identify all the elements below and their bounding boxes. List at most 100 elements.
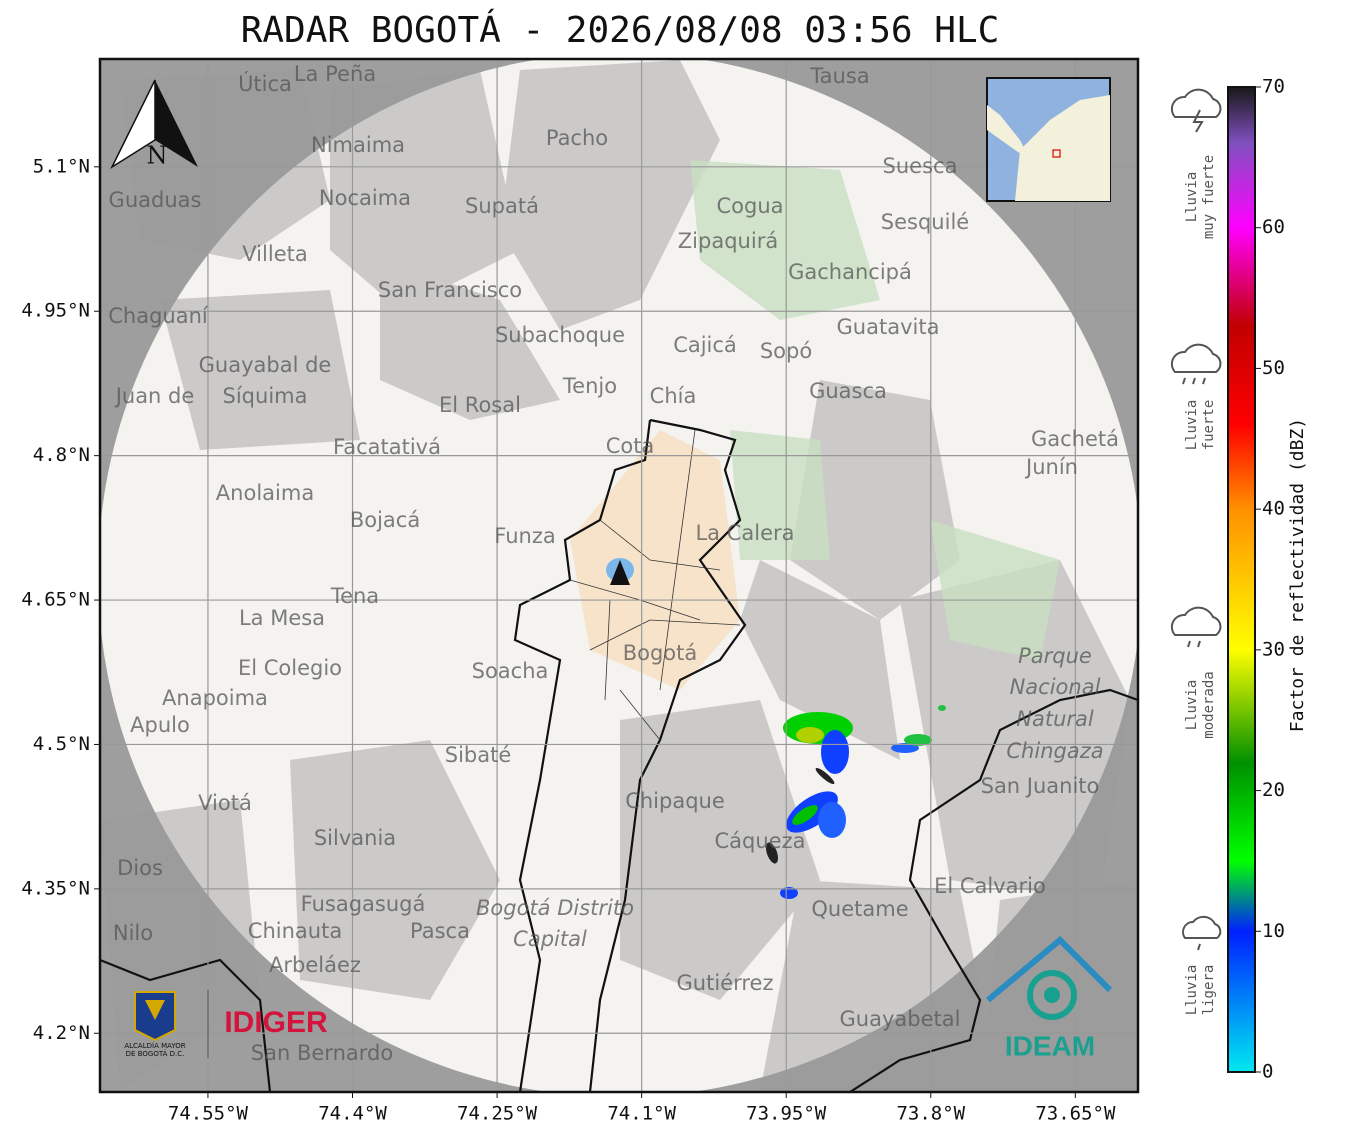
- y-tick-label: 4.2°N: [33, 1022, 90, 1044]
- place-label: Nimaima: [311, 133, 405, 157]
- place-label: Parque: [1018, 644, 1092, 668]
- place-label: Sibaté: [445, 743, 512, 767]
- rain-class-label: fuerte: [1201, 400, 1217, 451]
- place-label: Guasca: [809, 379, 887, 403]
- ideam-logo: IDEAM: [986, 935, 1113, 1061]
- place-label: Soacha: [472, 659, 549, 683]
- x-tick-label: 73.95°W: [746, 1103, 827, 1125]
- map-frame: [98, 57, 1140, 1094]
- radar-site: [610, 560, 630, 585]
- colorbar: [1227, 86, 1256, 1073]
- y-tick-label: 4.35°N: [21, 877, 90, 899]
- place-label: Capital: [513, 927, 587, 951]
- place-label: Tausa: [809, 64, 869, 88]
- place-label: Pacho: [546, 126, 608, 150]
- place-label: Nacional: [1010, 675, 1101, 699]
- place-label: Funza: [494, 524, 555, 548]
- rain-class-label: Lluvia: [1184, 965, 1200, 1016]
- place-label: Villeta: [242, 242, 307, 266]
- colorbar-tick-label: 30: [1262, 638, 1285, 660]
- alcaldia-logo: ALCALDÍA MAYOR DE BOGOTÁ D.C.: [124, 991, 186, 1058]
- x-tick-label: 74.1°W: [607, 1103, 676, 1125]
- place-label: El Colegio: [238, 656, 342, 680]
- place-label: Chía: [650, 384, 697, 408]
- x-tick-label: 74.25°W: [457, 1103, 538, 1125]
- place-label: Cogua: [716, 194, 783, 218]
- colorbar-label: Factor de reflectividad (dBZ): [1287, 418, 1308, 732]
- place-label: Chinauta: [248, 919, 342, 943]
- colorbar-tick-label: 70: [1262, 76, 1285, 98]
- place-label: Chingaza: [1006, 739, 1103, 763]
- title: RADAR BOGOTÁ - 2026/08/08 03:56 HLC: [241, 9, 1000, 51]
- place-label: Dios: [117, 856, 163, 880]
- place-label: Cota: [606, 434, 655, 458]
- place-label: Guayabetal: [840, 1007, 961, 1031]
- alcaldia-line: ALCALDÍA MAYOR: [124, 1041, 185, 1050]
- y-tick-label: 4.5°N: [33, 733, 90, 755]
- place-label: Silvania: [314, 826, 396, 850]
- vegetation: [690, 160, 1060, 660]
- rain-class-label: moderada: [1201, 671, 1217, 738]
- place-label: La Calera: [695, 521, 794, 545]
- place-label: La Mesa: [239, 606, 325, 630]
- place-label: Zipaquirá: [678, 229, 778, 253]
- y-tick-label: 4.8°N: [33, 444, 90, 466]
- colorbar-tick-label: 40: [1262, 498, 1285, 520]
- rain-class-label: Lluvia: [1184, 172, 1200, 223]
- x-tick-label: 74.4°W: [318, 1103, 387, 1125]
- colorbar-tick-label: 60: [1262, 216, 1285, 238]
- y-tick-label: 4.95°N: [21, 300, 90, 322]
- place-label: Quetame: [811, 897, 908, 921]
- urban-area: [570, 430, 740, 690]
- place-label: Natural: [1016, 707, 1094, 731]
- place-label: Tena: [330, 584, 379, 608]
- place-label: Anolaima: [216, 481, 314, 505]
- place-label: Apulo: [130, 713, 190, 737]
- place-label: Sopó: [760, 339, 812, 363]
- place-label: Bojacá: [350, 508, 420, 532]
- colorbar-tick-label: 50: [1262, 357, 1285, 379]
- ideam-text: IDEAM: [1005, 1030, 1095, 1061]
- place-label: Tenjo: [562, 374, 617, 398]
- place-label: Cáqueza: [715, 829, 806, 853]
- inset-map: [986, 77, 1111, 202]
- rain-class-label: ligera: [1201, 965, 1217, 1016]
- place-label: Fusagasugá: [301, 892, 426, 916]
- place-label: Arbeláez: [269, 953, 361, 977]
- place-label: San Bernardo: [251, 1041, 393, 1065]
- place-label: Bogotá Distrito: [476, 896, 634, 920]
- place-label: Suesca: [883, 154, 958, 178]
- x-tick-label: 74.55°W: [168, 1103, 249, 1125]
- place-label: Chaguaní: [108, 304, 209, 328]
- place-label: Junín: [1024, 455, 1078, 479]
- rain-class-label: Lluvia: [1184, 680, 1200, 731]
- place-label: Gachetá: [1031, 427, 1119, 451]
- place-label: El Calvario: [934, 874, 1046, 898]
- place-label: Nilo: [113, 921, 153, 945]
- place-label: Anapoima: [162, 686, 268, 710]
- place-label: Chipaque: [625, 789, 725, 813]
- place-label: Útica: [238, 71, 292, 96]
- y-tick-label: 4.65°N: [21, 589, 90, 611]
- place-label: Viotá: [198, 791, 252, 815]
- x-tick-label: 73.65°W: [1035, 1103, 1116, 1125]
- place-label: Gutiérrez: [677, 971, 774, 995]
- colorbar-tick-label: 10: [1262, 920, 1285, 942]
- axis-ticks: 74.55°W 74.4°W 74.25°W 74.1°W 73.95°W 73.8°W 7…: [21, 155, 1116, 1124]
- place-label: Juan de: [114, 384, 195, 408]
- place-label: Facatativá: [333, 435, 441, 459]
- place-label: Síquima: [223, 384, 308, 408]
- place-label: Nocaima: [319, 186, 411, 210]
- idiger-logo: IDIGER: [224, 1006, 328, 1039]
- place-label: San Francisco: [378, 278, 522, 302]
- rain-class-label: muy fuerte: [1201, 155, 1217, 239]
- place-label: Pasca: [410, 919, 470, 943]
- place-label: Guaduas: [109, 188, 202, 212]
- colorbar-tick-label: 0: [1262, 1061, 1273, 1083]
- rain-icons: [1170, 88, 1222, 951]
- place-label: Gachancipá: [788, 260, 912, 284]
